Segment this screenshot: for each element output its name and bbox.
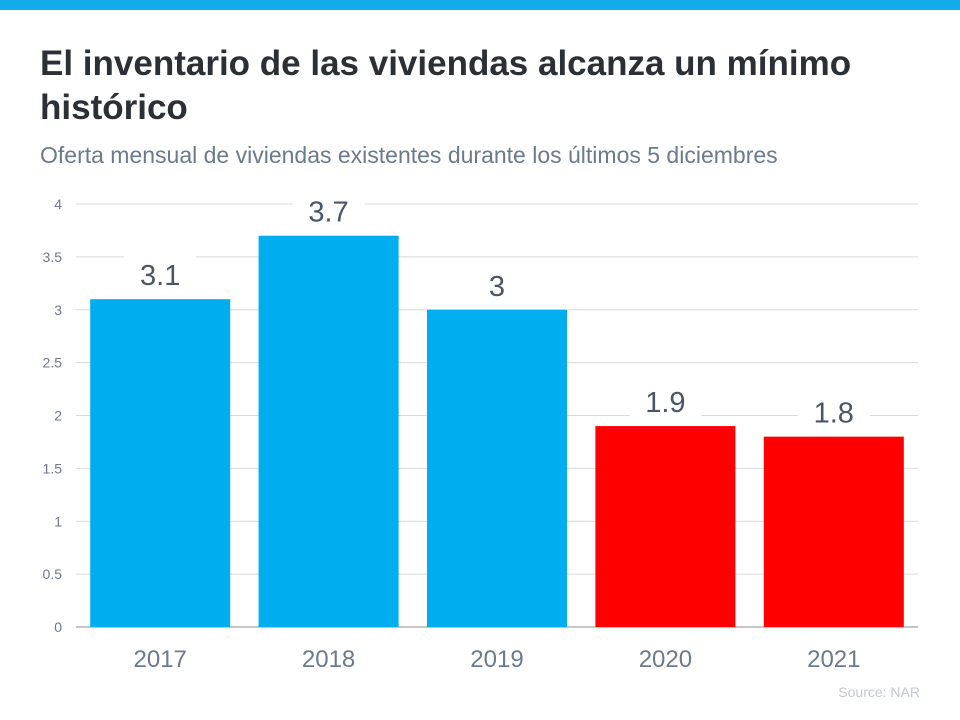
data-label: 3.7 <box>308 197 348 229</box>
bar-2018 <box>258 235 399 627</box>
data-label: 1.9 <box>645 387 685 419</box>
top-accent-bar <box>0 0 960 10</box>
y-tick-label: 0 <box>54 619 62 635</box>
data-label: 3.1 <box>140 260 180 292</box>
bar-2020 <box>595 426 736 627</box>
y-tick-label: 2.5 <box>43 355 63 371</box>
data-label-background <box>292 191 365 228</box>
y-tick-label: 2 <box>54 408 62 424</box>
source-note: Source: NAR <box>838 684 920 700</box>
x-tick-label: 2019 <box>470 646 523 673</box>
x-tick-label: 2020 <box>639 646 692 673</box>
y-tick-label: 1 <box>54 513 62 529</box>
x-tick-label: 2018 <box>302 646 355 673</box>
y-tick-label: 3 <box>54 302 62 318</box>
y-tick-label: 1.5 <box>43 460 63 476</box>
data-label-background <box>461 265 533 302</box>
y-tick-label: 3.5 <box>43 249 63 265</box>
bar-2021 <box>763 436 904 627</box>
x-tick-label: 2021 <box>807 646 860 673</box>
bar-2017 <box>90 299 231 627</box>
data-label: 1.8 <box>814 398 854 430</box>
data-label-background <box>629 382 702 419</box>
bar-2019 <box>427 309 567 627</box>
page-title: El inventario de las viviendas alcanza u… <box>40 44 852 127</box>
data-label-background <box>797 392 870 429</box>
y-tick-label: 0.5 <box>43 566 63 582</box>
data-label-background <box>124 255 197 292</box>
x-tick-label: 2017 <box>134 646 187 673</box>
y-tick-label: 4 <box>54 196 62 212</box>
data-label: 3 <box>489 271 505 303</box>
chart-subtitle: Oferta mensual de viviendas existentes d… <box>40 142 778 168</box>
